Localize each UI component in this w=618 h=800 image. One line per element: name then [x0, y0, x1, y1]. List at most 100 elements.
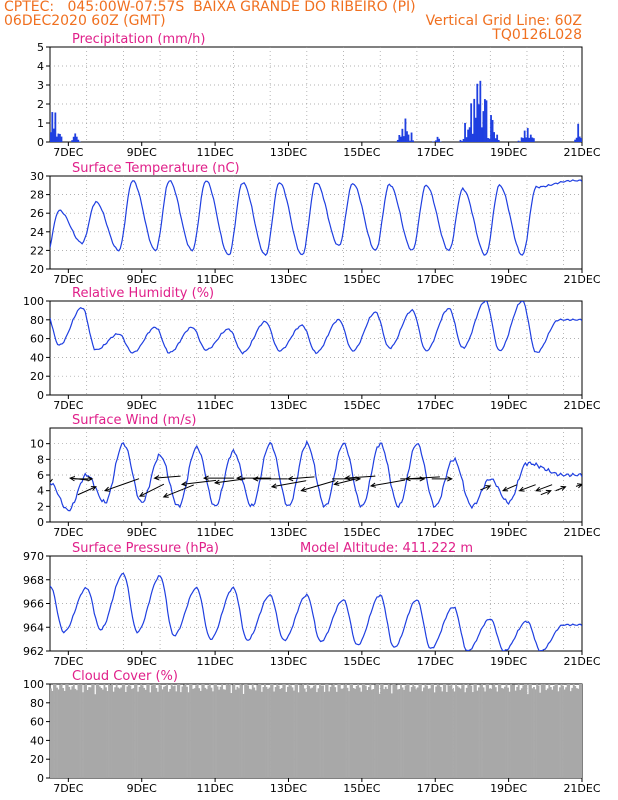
- cloud-bar: [566, 684, 569, 778]
- y-tick-label: 60: [30, 716, 44, 729]
- cloud-bar: [499, 684, 502, 778]
- x-tick-label: 19DEC: [490, 782, 527, 795]
- series-line: [50, 572, 582, 651]
- cloud-bar: [423, 687, 425, 778]
- x-tick-label: 21DEC: [563, 273, 600, 286]
- cloud-bar: [426, 685, 428, 778]
- y-tick-label: 100: [23, 295, 44, 308]
- cloud-bar: [556, 684, 558, 778]
- cloud-bar: [198, 688, 201, 778]
- precip-bar: [74, 133, 77, 142]
- wind-arrow-head: [180, 481, 187, 487]
- cloud-bar: [299, 685, 302, 778]
- cloud-bar: [238, 688, 240, 778]
- x-tick-label: 19DEC: [490, 399, 527, 412]
- cloud-bar: [465, 687, 468, 778]
- cloud-bar: [89, 687, 92, 778]
- cloud-bar: [358, 687, 361, 778]
- cloud-bar: [540, 684, 543, 778]
- cloud-bar: [283, 684, 286, 778]
- wind-arrow-head: [202, 475, 209, 481]
- cloud-bar: [397, 689, 399, 778]
- precip-bar: [485, 100, 488, 142]
- cloud-bar: [435, 686, 438, 778]
- cloud-bar: [95, 684, 98, 778]
- cloud-bar: [152, 684, 155, 778]
- precip-bar: [398, 135, 401, 142]
- header-grid-note: Vertical Grid Line: 60Z: [425, 13, 582, 29]
- cloud-bar: [115, 684, 118, 778]
- wind-arrow-head: [90, 486, 97, 491]
- cloud-bar: [160, 685, 162, 778]
- cloud-bar: [514, 690, 517, 778]
- header-datetime: 06DEC2020 60Z (GMT): [4, 13, 166, 29]
- cloud-bar: [98, 686, 101, 778]
- cloud-bar: [153, 684, 156, 778]
- cloud-bar: [332, 684, 335, 778]
- cloud-bar: [398, 688, 401, 778]
- x-tick-label: 15DEC: [343, 782, 380, 795]
- x-tick-label: 21DEC: [563, 399, 600, 412]
- cloud-bar: [490, 688, 493, 778]
- cloud-bar: [137, 691, 139, 778]
- x-tick-label: 7DEC: [53, 146, 83, 159]
- cloud-bar: [461, 685, 464, 778]
- cloud-bar: [334, 687, 337, 778]
- cloud-bar: [413, 686, 416, 778]
- y-tick-label: 2: [37, 98, 44, 111]
- cloud-bar: [207, 685, 210, 778]
- cloud-bar: [193, 688, 196, 778]
- cloud-bar: [63, 690, 66, 778]
- x-tick-label: 7DEC: [53, 273, 83, 286]
- panel-annotation: Model Altitude: 411.222 m: [300, 541, 473, 556]
- y-tick-label: 4: [37, 60, 44, 73]
- cloud-bar: [352, 688, 355, 778]
- cloud-bar: [533, 686, 535, 778]
- cloud-bar: [406, 684, 409, 778]
- cloud-bar: [312, 685, 315, 778]
- cloud-bar: [59, 685, 62, 778]
- x-tick-label: 15DEC: [343, 146, 380, 159]
- cloud-bar: [167, 691, 170, 778]
- cloud-bar: [288, 684, 291, 778]
- cloud-bar: [317, 688, 320, 778]
- cloud-bar: [169, 688, 172, 778]
- cloud-bar: [447, 685, 450, 778]
- cloud-bar: [274, 686, 277, 778]
- cloud-bar: [361, 684, 364, 778]
- precip-bar: [459, 139, 462, 142]
- cloud-bar: [285, 691, 288, 778]
- cloud-bar: [367, 686, 370, 778]
- cloud-bar: [164, 685, 167, 778]
- cloud-bar: [253, 687, 256, 778]
- x-tick-label: 7DEC: [53, 782, 83, 795]
- cloud-bar: [273, 691, 276, 778]
- cloud-bar: [519, 690, 522, 778]
- cloud-bar: [436, 684, 439, 778]
- cloud-bar: [390, 693, 393, 778]
- panel-temperature: 20 22 24 26 28 30 7DEC 9DEC 11DEC 13DEC 15DEC 17DEC…: [30, 161, 601, 286]
- plot-frame: [49, 300, 583, 396]
- cloud-bar: [476, 690, 479, 778]
- y-tick-label: 0: [37, 389, 44, 402]
- precip-bar: [476, 83, 479, 142]
- wind-arrow-head: [69, 475, 76, 482]
- precip-bar: [432, 141, 434, 142]
- cloud-bar: [418, 684, 421, 778]
- cloud-bar: [279, 689, 282, 778]
- cloud-bar: [129, 685, 132, 778]
- cloud-bar: [377, 684, 379, 778]
- precip-bar: [78, 141, 81, 142]
- cloud-bar: [560, 684, 563, 778]
- cloud-bar: [241, 684, 243, 778]
- x-tick-label: 17DEC: [417, 782, 454, 795]
- cloud-bar: [68, 686, 71, 778]
- wind-arrow: [50, 478, 53, 484]
- precip-bar: [477, 104, 480, 142]
- cloud-bar: [464, 692, 467, 778]
- cloud-bar: [497, 684, 500, 778]
- cloud-bar: [309, 688, 312, 778]
- cloud-bar: [378, 693, 381, 778]
- panel-title: Precipitation (mm/h): [72, 32, 205, 47]
- y-tick-label: 4: [37, 485, 44, 498]
